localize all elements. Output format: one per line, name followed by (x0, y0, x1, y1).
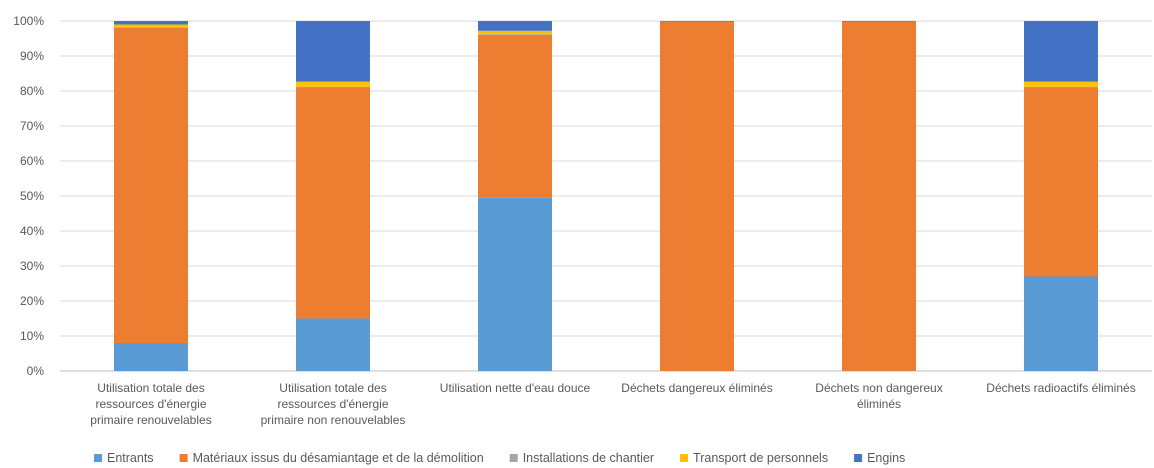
y-tick-label: 0% (27, 364, 45, 378)
x-category-label: Utilisation totale des (97, 381, 204, 395)
y-tick-label: 20% (20, 294, 44, 308)
bar-segment (478, 197, 552, 371)
bar-segment (296, 87, 370, 319)
bar-segment (1024, 86, 1098, 88)
legend-swatch (854, 454, 863, 462)
legend-label: Entrants (107, 451, 154, 465)
x-category-label: Déchets dangereux éliminés (621, 381, 772, 395)
bar-segment (1024, 276, 1098, 371)
bar-segment (296, 86, 370, 88)
bar-segment (842, 21, 916, 22)
bar-segment (114, 343, 188, 371)
legend-swatch (680, 454, 689, 462)
x-category-label: éliminés (857, 397, 901, 411)
bar-segment (660, 21, 734, 371)
bar-segment (114, 27, 188, 28)
bar-segment (296, 81, 370, 87)
y-tick-label: 80% (20, 84, 44, 98)
bar-segment (114, 21, 188, 25)
x-category-label: primaire non renouvelables (261, 413, 406, 427)
y-tick-label: 40% (20, 224, 44, 238)
legend-swatch (509, 454, 518, 462)
x-category-label: Déchets radioactifs éliminés (986, 381, 1135, 395)
x-category-label: Utilisation totale des (279, 381, 386, 395)
bar-segment (660, 21, 734, 22)
x-category-label: primaire renouvelables (90, 413, 211, 427)
legend-swatch (179, 454, 188, 462)
legend-label: Engins (867, 451, 905, 465)
legend-label: Matériaux issus du désamiantage et de la… (193, 451, 484, 465)
bar-segment (1024, 81, 1098, 87)
y-tick-label: 30% (20, 259, 44, 273)
bar-segment (478, 35, 552, 198)
y-tick-label: 10% (20, 329, 44, 343)
bar-segment (114, 24, 188, 28)
bar-segment (296, 21, 370, 82)
bar-segment (842, 21, 916, 371)
legend-label: Installations de chantier (523, 451, 654, 465)
x-category-label: ressources d'énergie (277, 397, 388, 411)
legend-label: Transport de personnels (693, 451, 828, 465)
x-category-label: ressources d'énergie (95, 397, 206, 411)
legend-swatch (94, 454, 102, 462)
y-tick-label: 70% (20, 119, 44, 133)
bar-segment (1024, 21, 1098, 82)
bar-segment (478, 30, 552, 35)
bar-segment (478, 34, 552, 35)
x-category-label: Déchets non dangereux (815, 381, 942, 395)
bar-segment (296, 318, 370, 371)
bar-segment (1024, 87, 1098, 277)
bar-segment (478, 21, 552, 31)
y-tick-label: 60% (20, 154, 44, 168)
y-tick-label: 90% (20, 49, 44, 63)
y-tick-label: 50% (20, 189, 44, 203)
y-tick-label: 100% (13, 14, 44, 28)
x-category-label: Utilisation nette d'eau douce (440, 381, 591, 395)
bar-segment (114, 28, 188, 343)
